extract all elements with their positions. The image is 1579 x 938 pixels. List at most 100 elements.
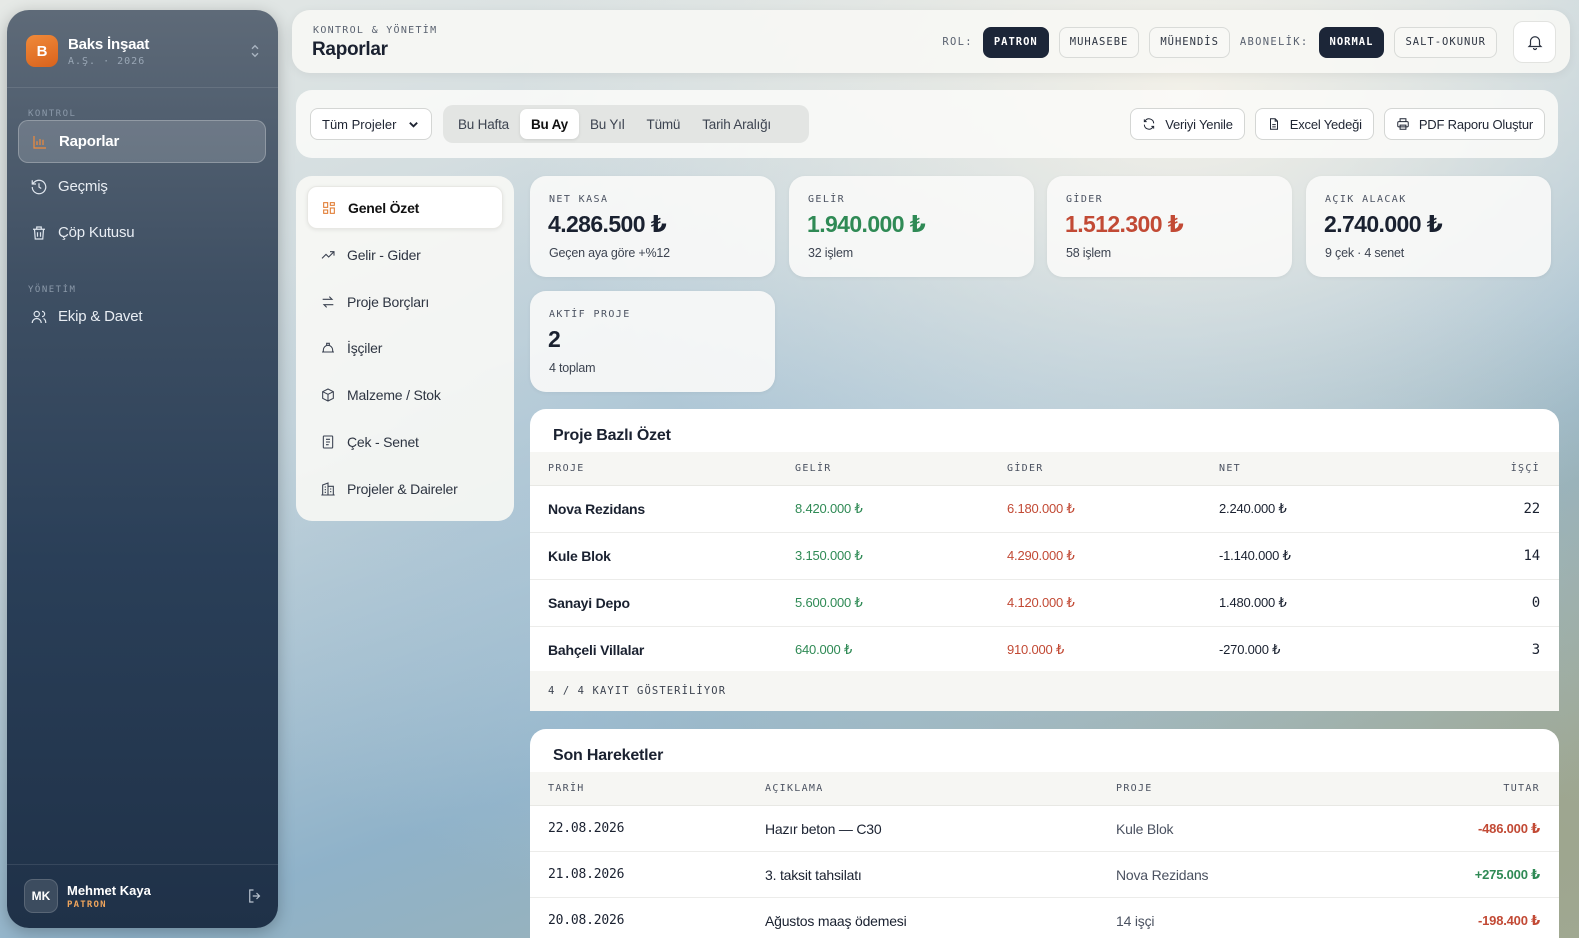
bar-chart-icon: [33, 135, 46, 149]
avatar[interactable]: MK: [24, 879, 58, 913]
menu-item-cek-senet[interactable]: Çek - Senet: [307, 420, 503, 463]
stat-value: 1.512.300 ₺: [1065, 211, 1184, 237]
period-bu-yil[interactable]: Bu Yıl: [589, 116, 625, 132]
table-row[interactable]: Bahçeli Villalar 640.000 ₺ 910.000 ₺ -27…: [530, 627, 1559, 674]
bell-icon: [1527, 36, 1542, 51]
stat-note: 4 toplam: [549, 361, 596, 375]
stat-label: AÇIK ALACAK: [1325, 194, 1407, 205]
chevron-updown-icon[interactable]: [246, 42, 264, 60]
role-chip-patron[interactable]: PATRON: [982, 26, 1049, 58]
refresh-data-button[interactable]: Veriyi Yenile: [1130, 108, 1245, 140]
stat-card-aktif-proje: AKTİF PROJE 2 4 toplam: [530, 291, 775, 392]
sidebar-item-label: Raporlar: [59, 133, 120, 150]
menu-item-label: Genel Özet: [348, 199, 420, 216]
table-row[interactable]: Sanayi Depo 5.600.000 ₺ 4.120.000 ₺ 1.48…: [530, 580, 1559, 627]
panel-title: Son Hareketler: [553, 747, 664, 764]
role-chip-muhendis[interactable]: MÜHENDİS: [1149, 26, 1230, 58]
page-title: Raporlar: [312, 39, 388, 60]
period-bu-hafta[interactable]: Bu Hafta: [458, 116, 509, 132]
transaction-date: 22.08.2026: [548, 821, 625, 836]
excel-backup-button[interactable]: Excel Yedeği: [1254, 108, 1374, 140]
table-row[interactable]: 20.08.2026 Ağustos maaş ödemesi 14 işçi …: [530, 898, 1559, 938]
receipt-icon: [322, 434, 334, 449]
column-header: AÇIKLAMA: [765, 783, 824, 794]
net-value: 2.240.000 ₺: [1219, 501, 1287, 516]
subscription-chip-normal[interactable]: NORMAL: [1318, 26, 1385, 58]
stat-value: 1.940.000 ₺: [807, 211, 926, 237]
sidebar-item-cop-kutusu[interactable]: Çöp Kutusu: [18, 211, 266, 254]
expense-value: 6.180.000 ₺: [1007, 501, 1075, 516]
sidebar-item-ekip-davet[interactable]: Ekip & Davet: [18, 295, 266, 338]
brand-switcher[interactable]: B Baks İnşaat A.Ş. · 2026: [26, 29, 264, 73]
worker-count: 0: [1531, 595, 1540, 611]
stat-note: 58 işlem: [1066, 246, 1111, 260]
box-icon: [322, 387, 334, 402]
stat-card-gider: GİDER 1.512.300 ₺ 58 işlem: [1047, 176, 1292, 277]
period-tarih-araligi[interactable]: Tarih Aralığı: [702, 116, 771, 132]
sidebar-item-label: Çöp Kutusu: [58, 224, 135, 241]
menu-item-genel-ozet[interactable]: Genel Özet: [307, 186, 503, 229]
transaction-project: Kule Blok: [1116, 821, 1174, 837]
logout-icon[interactable]: [246, 887, 264, 905]
page-header: KONTROL & YÖNETİM Raporlar ROL: PATRON M…: [292, 10, 1570, 73]
net-value: -1.140.000 ₺: [1219, 548, 1291, 563]
column-header: GİDER: [1007, 463, 1044, 474]
stat-note: Geçen aya göre +%12: [549, 246, 670, 260]
user-role: PATRON: [67, 899, 107, 910]
income-value: 5.600.000 ₺: [795, 595, 863, 610]
stat-value: 2.740.000 ₺: [1324, 211, 1443, 237]
users-icon: [31, 310, 47, 323]
pdf-report-button[interactable]: PDF Raporu Oluştur: [1383, 108, 1545, 140]
menu-item-proje-borclari[interactable]: Proje Borçları: [307, 280, 503, 323]
swap-icon: [322, 295, 334, 308]
menu-item-malzeme-stok[interactable]: Malzeme / Stok: [307, 373, 503, 416]
project-name: Kule Blok: [548, 548, 611, 564]
subscription-chip-salt-okunur[interactable]: SALT-OKUNUR: [1394, 26, 1497, 58]
table-row[interactable]: Nova Rezidans 8.420.000 ₺ 6.180.000 ₺ 2.…: [530, 486, 1559, 533]
sidebar-item-label: Ekip & Davet: [58, 308, 143, 325]
menu-item-label: Proje Borçları: [347, 293, 430, 310]
stat-card-gelir: GELİR 1.940.000 ₺ 32 işlem: [789, 176, 1034, 277]
role-label: ROL:: [942, 36, 973, 48]
menu-item-label: Malzeme / Stok: [347, 386, 441, 403]
table-header: PROJE GELİR GİDER NET İŞÇİ: [530, 452, 1559, 486]
sidebar-divider: [7, 87, 278, 88]
menu-item-label: İşçiler: [347, 339, 383, 356]
user-profile: MK Mehmet Kaya PATRON: [24, 878, 264, 914]
expense-value: 4.290.000 ₺: [1007, 548, 1075, 563]
chevron-down-icon: [409, 122, 418, 128]
income-value: 8.420.000 ₺: [795, 501, 863, 516]
menu-item-label: Projeler & Daireler: [347, 480, 458, 497]
menu-item-projeler-daireler[interactable]: Projeler & Daireler: [307, 467, 503, 510]
menu-item-gelir-gider[interactable]: Gelir - Gider: [307, 233, 503, 276]
printer-icon: [1397, 118, 1409, 130]
project-select-value: Tüm Projeler: [322, 116, 397, 132]
worker-count: 3: [1531, 642, 1540, 658]
menu-item-isciler[interactable]: İşçiler: [307, 326, 503, 369]
section-label-management: YÖNETİM: [28, 285, 77, 295]
column-header: GELİR: [795, 463, 832, 474]
stat-card-acik-alacak: AÇIK ALACAK 2.740.000 ₺ 9 çek · 4 senet: [1306, 176, 1551, 277]
period-tumu[interactable]: Tümü: [646, 116, 681, 132]
table-row[interactable]: Kule Blok 3.150.000 ₺ 4.290.000 ₺ -1.140…: [530, 533, 1559, 580]
table-row[interactable]: 22.08.2026 Hazır beton — C30 Kule Blok -…: [530, 806, 1559, 852]
period-bu-ay[interactable]: Bu Ay: [519, 109, 579, 139]
transaction-amount: -198.400 ₺: [1478, 913, 1540, 928]
sidebar-item-gecmis[interactable]: Geçmiş: [18, 165, 266, 208]
income-value: 3.150.000 ₺: [795, 548, 863, 563]
excel-backup-label: Excel Yedeği: [1289, 116, 1362, 132]
column-header: PROJE: [1116, 783, 1153, 794]
column-header: NET: [1219, 463, 1241, 474]
stat-value: 2: [548, 326, 561, 352]
table-row[interactable]: 21.08.2026 3. taksit tahsilatı Nova Rezi…: [530, 852, 1559, 898]
sidebar-item-raporlar[interactable]: Raporlar: [18, 120, 266, 163]
table-header: TARİH AÇIKLAMA PROJE TUTAR: [530, 772, 1559, 806]
notifications-button[interactable]: [1513, 21, 1556, 63]
trash-icon: [33, 225, 45, 240]
project-select[interactable]: Tüm Projeler: [310, 108, 432, 140]
role-chip-muhasebe[interactable]: MUHASEBE: [1058, 26, 1140, 58]
table-footer: 4 / 4 KAYIT GÖSTERİLİYOR: [530, 671, 1559, 711]
stat-note: 9 çek · 4 senet: [1325, 246, 1404, 260]
transaction-description: Ağustos maaş ödemesi: [765, 913, 907, 929]
transaction-date: 20.08.2026: [548, 913, 625, 928]
